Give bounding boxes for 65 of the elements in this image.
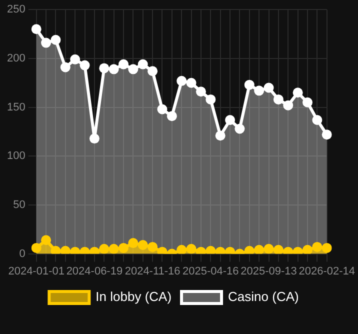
y-tick-label: 150 [6, 101, 26, 114]
point [176, 244, 187, 254]
point [322, 242, 332, 253]
point [128, 238, 138, 248]
point [60, 246, 70, 254]
point [234, 124, 245, 134]
x-tick-label: 2025-09-13 [240, 265, 297, 278]
point [244, 246, 254, 254]
point [264, 244, 274, 254]
point [148, 242, 158, 252]
point [50, 34, 61, 45]
point [99, 63, 110, 74]
y-tick-label: 100 [6, 150, 26, 162]
point [186, 244, 196, 254]
legend-label: In lobby (CA) [96, 289, 172, 304]
point [80, 60, 90, 70]
point [108, 64, 119, 74]
point [99, 244, 110, 254]
point [215, 130, 226, 141]
point [157, 104, 168, 114]
point [89, 134, 100, 144]
point [50, 246, 61, 254]
y-tick-label: 250 [6, 4, 26, 16]
point [128, 64, 138, 74]
point [166, 111, 177, 122]
point [41, 38, 52, 48]
point [108, 244, 119, 254]
point [292, 88, 303, 98]
point [118, 59, 129, 70]
point [254, 86, 264, 96]
point [138, 240, 148, 250]
x-tick-label: 2024-11-16 [124, 265, 180, 278]
point [186, 78, 196, 88]
y-tick-label: 50 [13, 198, 26, 211]
point [206, 94, 216, 104]
y-tick-label: 200 [6, 52, 26, 64]
point [273, 244, 284, 254]
point [283, 100, 294, 110]
point [60, 62, 70, 72]
x-tick-label: 2025-04-16 [182, 265, 239, 278]
point [312, 242, 322, 252]
point [322, 130, 332, 140]
point [41, 235, 52, 246]
point [31, 242, 42, 253]
point [148, 66, 158, 76]
point [264, 82, 274, 93]
point [138, 59, 148, 70]
point [302, 97, 312, 108]
point [254, 244, 264, 254]
x-tick-label: 2024-01-01 [8, 265, 64, 278]
point [70, 54, 80, 64]
legend-label: Casino (CA) [228, 289, 299, 304]
point [31, 24, 42, 34]
point [312, 114, 322, 125]
y-tick-label: 0 [19, 248, 26, 260]
point [302, 244, 312, 254]
point [244, 80, 254, 90]
x-tick-label: 2026-02-14 [298, 265, 356, 278]
point [225, 114, 236, 125]
x-tick-label: 2024-06-19 [66, 265, 123, 278]
point [206, 246, 216, 254]
point [118, 242, 129, 253]
point [176, 76, 187, 86]
point [196, 86, 206, 97]
point [273, 94, 284, 104]
